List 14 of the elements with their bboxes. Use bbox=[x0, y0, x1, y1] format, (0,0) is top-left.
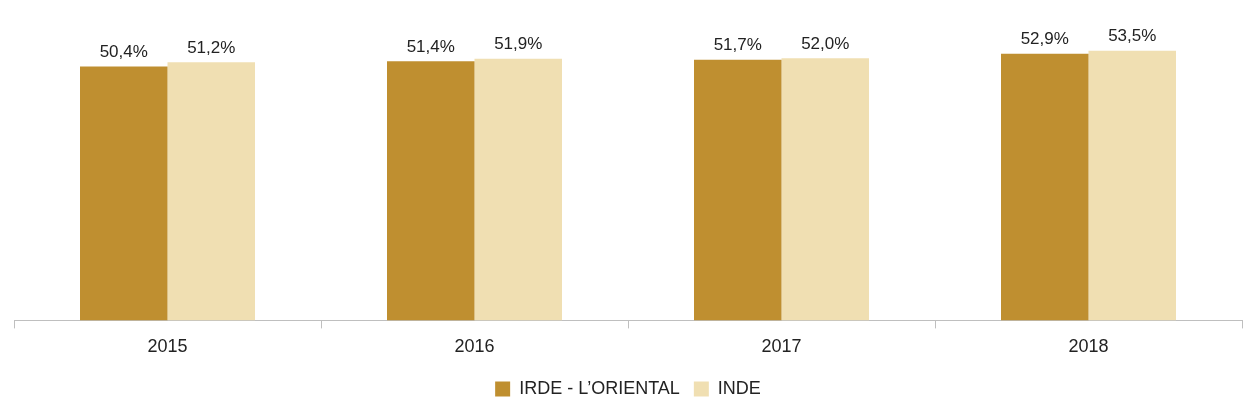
x-tick-label: 2016 bbox=[454, 336, 495, 357]
data-label: 52,0% bbox=[801, 33, 850, 53]
data-label: 51,4% bbox=[406, 36, 455, 56]
legend-label: INDE bbox=[717, 377, 761, 398]
legend-label: IRDE - L’ORIENTAL bbox=[519, 377, 680, 398]
data-label: 52,9% bbox=[1020, 28, 1069, 48]
data-label: 51,9% bbox=[494, 34, 543, 54]
data-label: 50,4% bbox=[99, 41, 148, 61]
data-label: 53,5% bbox=[1108, 25, 1157, 45]
x-tick-label: 2017 bbox=[761, 336, 802, 357]
data-label: 51,2% bbox=[187, 37, 236, 57]
data-label: 51,7% bbox=[713, 35, 762, 55]
x-tick-label: 2018 bbox=[1068, 336, 1109, 357]
x-tick-label: 2015 bbox=[147, 336, 188, 357]
